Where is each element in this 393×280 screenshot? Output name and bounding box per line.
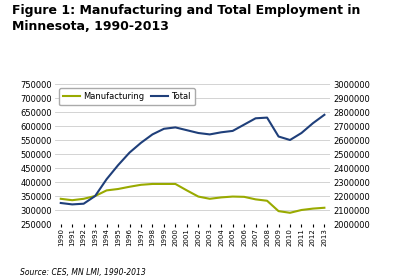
Line: Manufacturing: Manufacturing [61, 184, 324, 213]
Total [242, 123, 246, 126]
Manufacturing [230, 195, 235, 198]
Total [288, 138, 292, 142]
Legend: Manufacturing, Total: Manufacturing, Total [59, 88, 195, 106]
Total [184, 129, 189, 132]
Manufacturing [310, 207, 315, 210]
Manufacturing [93, 194, 97, 198]
Manufacturing [299, 208, 304, 212]
Text: Source: CES, MN LMI, 1990-2013: Source: CES, MN LMI, 1990-2013 [20, 268, 145, 277]
Total [208, 133, 212, 136]
Manufacturing [104, 189, 109, 192]
Manufacturing [162, 182, 166, 186]
Total [93, 194, 97, 198]
Manufacturing [59, 197, 63, 200]
Total [139, 141, 143, 144]
Total [265, 116, 270, 119]
Total [173, 126, 178, 129]
Total [230, 129, 235, 133]
Manufacturing [81, 197, 86, 200]
Line: Total: Total [61, 115, 324, 204]
Total [322, 113, 327, 116]
Total [59, 201, 63, 205]
Total [196, 131, 201, 135]
Manufacturing [322, 206, 327, 209]
Text: Figure 1: Manufacturing and Total Employment in
Minnesota, 1990-2013: Figure 1: Manufacturing and Total Employ… [12, 4, 360, 33]
Total [127, 151, 132, 154]
Manufacturing [150, 182, 155, 186]
Manufacturing [219, 196, 224, 199]
Total [299, 131, 304, 135]
Total [310, 122, 315, 125]
Total [116, 164, 120, 167]
Total [70, 203, 75, 206]
Manufacturing [173, 182, 178, 186]
Total [219, 130, 224, 134]
Total [81, 202, 86, 206]
Manufacturing [265, 199, 270, 202]
Total [276, 135, 281, 138]
Manufacturing [196, 195, 201, 198]
Manufacturing [253, 198, 258, 201]
Total [150, 133, 155, 136]
Manufacturing [208, 197, 212, 200]
Total [104, 178, 109, 181]
Manufacturing [70, 199, 75, 202]
Manufacturing [127, 185, 132, 188]
Total [162, 127, 166, 130]
Manufacturing [139, 183, 143, 186]
Manufacturing [116, 187, 120, 191]
Manufacturing [276, 209, 281, 213]
Manufacturing [184, 189, 189, 192]
Manufacturing [288, 211, 292, 214]
Total [253, 117, 258, 120]
Manufacturing [242, 195, 246, 199]
